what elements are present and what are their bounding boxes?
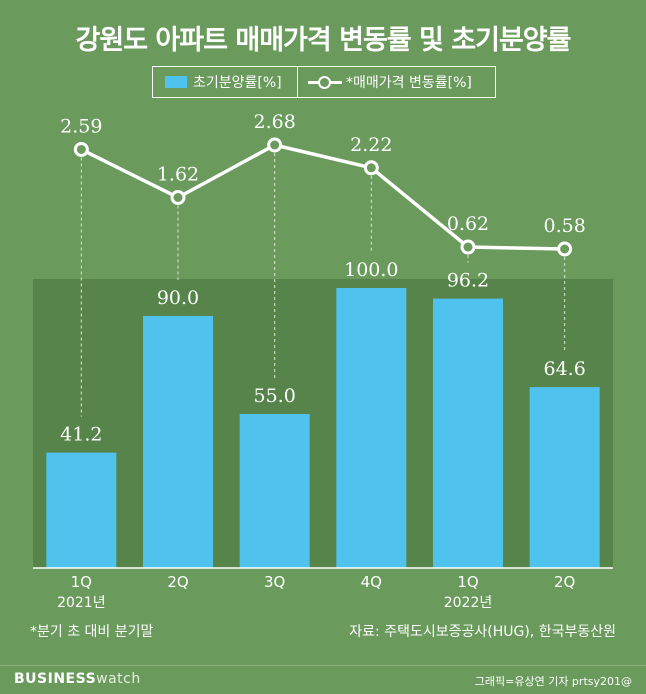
legend-bar-swatch: [165, 76, 187, 88]
brand-logo: BUSINESSwatch: [14, 671, 141, 687]
chart-title: 강원도 아파트 매매가격 변동률 및 초기분양률: [75, 25, 572, 56]
line-value-label: 0.58: [544, 215, 586, 237]
footer: BUSINESSwatch 그래픽=유상연 기자 prtsy201@: [0, 665, 646, 694]
brand-bold-text: BUSINESS: [14, 671, 97, 687]
x-tick-label: 4Q: [361, 573, 382, 591]
x-tick-label: 2Q: [554, 573, 575, 591]
line-point: [460, 239, 476, 255]
price-change-line: [80, 143, 565, 251]
line-value-label: 2.68: [254, 111, 296, 133]
graphic-credit: 그래픽=유상연 기자 prtsy201@: [474, 675, 632, 688]
line-value-label: 1.62: [157, 163, 199, 185]
line-point: [170, 189, 186, 205]
x-tick-label: 1Q: [71, 573, 92, 591]
bar: [336, 288, 407, 568]
legend-line-label: *매매가격 변동률[%]: [346, 75, 472, 91]
legend-bar-item: 초기분양률[%]: [153, 67, 298, 97]
year-label: 2021년: [57, 595, 106, 611]
bar-value-label: 55.0: [254, 385, 296, 407]
x-tick-label: 2Q: [167, 573, 188, 591]
bar-value-label: 96.2: [447, 270, 489, 292]
bar-value-label: 64.6: [544, 358, 586, 380]
legend-bar-label: 초기분양률[%]: [193, 75, 282, 91]
x-tick-label: 3Q: [264, 573, 285, 591]
line-point: [267, 137, 283, 153]
year-label: 2022년: [444, 595, 493, 611]
line-value-label: 2.59: [60, 115, 102, 137]
bar-value-label: 41.2: [60, 424, 102, 446]
line-point: [363, 160, 379, 176]
line-value-label: 0.62: [447, 213, 489, 235]
plot-area: [33, 279, 613, 568]
bar: [239, 414, 310, 568]
legend: 초기분양률[%] *매매가격 변동률[%]: [152, 66, 496, 98]
combo-chart: 41.2 90.0 55.0 100.0 96.2 64.6 2.59 1.62 2.68 2.2…: [33, 111, 613, 611]
brand-light-text: watch: [96, 671, 141, 687]
source-note: 자료: 주택도시보증공사(HUG), 한국부동산원: [349, 624, 616, 640]
bar-value-label: 100.0: [344, 259, 398, 281]
bar: [433, 298, 503, 568]
line-point: [73, 141, 89, 157]
bar: [529, 387, 600, 568]
bar: [143, 316, 213, 568]
bar: [46, 452, 117, 568]
bar-value-label: 90.0: [157, 287, 199, 309]
footnote: *분기 초 대비 분기말: [30, 624, 154, 640]
legend-line-marker: [308, 75, 342, 89]
x-tick-label: 1Q: [457, 573, 478, 591]
legend-line-item: *매매가격 변동률[%]: [298, 67, 472, 97]
line-point: [557, 241, 573, 257]
line-value-label: 2.22: [350, 134, 392, 156]
